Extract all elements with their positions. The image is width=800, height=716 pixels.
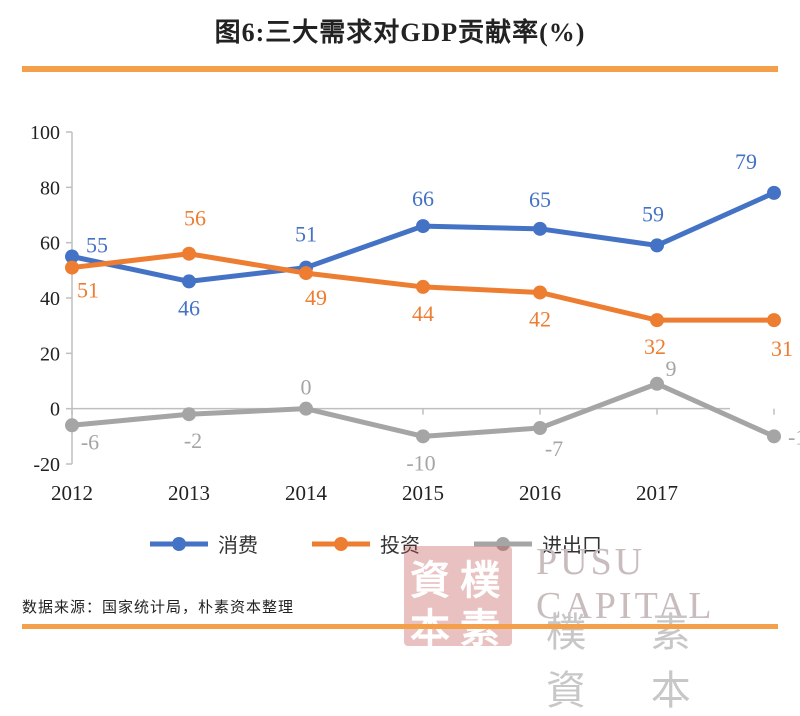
legend-dot (334, 536, 348, 551)
data-label-netexport: -10 (788, 424, 800, 449)
data-source-note: 数据来源：国家统计局，朴素资本整理 (22, 598, 295, 616)
data-label-netexport: -7 (545, 436, 563, 461)
y-tick-label: -20 (33, 454, 60, 476)
chart-series (65, 185, 781, 444)
data-label-consumption: 55 (86, 233, 108, 258)
data-label-investment: 44 (412, 301, 434, 326)
x-tick-label: 2015 (402, 481, 444, 505)
watermark-chinese: 樸 素 資 本 (546, 610, 717, 714)
legend-marker-investment (312, 536, 370, 551)
data-point-consumption (767, 185, 781, 200)
seal-char-2: 樸 (460, 557, 500, 604)
legend-dot (172, 536, 186, 551)
data-point-investment (65, 260, 79, 275)
data-point-netexport (650, 376, 664, 391)
seal-rect (404, 546, 512, 646)
data-label-investment: 56 (184, 206, 206, 231)
seal-char-1: 資 (410, 557, 450, 604)
data-label-netexport: -10 (406, 450, 435, 475)
chart-legend: 消费 投资 进出口 (150, 529, 642, 558)
data-point-netexport (416, 429, 430, 444)
data-point-investment (299, 266, 313, 281)
x-tick-label: 2016 (519, 481, 561, 505)
y-tick-label: 20 (40, 343, 60, 365)
data-label-investment: 51 (77, 278, 99, 303)
data-label-netexport: -6 (81, 429, 99, 454)
data-label-consumption: 51 (295, 222, 317, 247)
data-label-netexport: -2 (184, 428, 202, 453)
y-tick-label: 40 (40, 288, 60, 310)
data-point-netexport (299, 401, 313, 416)
watermark-seal-logo: 資 樸 本 素 (404, 546, 512, 652)
data-point-consumption (182, 274, 196, 289)
data-point-consumption (650, 238, 664, 253)
x-tick-label: 2014 (285, 481, 328, 505)
data-label-netexport: 9 (666, 356, 677, 381)
data-label-consumption: 79 (735, 149, 757, 174)
legend-dot (496, 536, 510, 551)
legend-label-investment: 投资 (380, 533, 420, 557)
data-point-investment (182, 246, 196, 261)
y-tick-label: 60 (40, 233, 60, 255)
data-label-investment: 32 (644, 334, 666, 359)
legend-marker-consumption (150, 536, 208, 551)
top-accent-bar (22, 66, 778, 72)
data-point-netexport (533, 421, 547, 436)
legend-item-consumption: 消费 (150, 529, 258, 558)
data-point-netexport (65, 418, 79, 433)
legend-label-netexport: 进出口 (542, 533, 602, 557)
data-label-consumption: 59 (642, 201, 664, 226)
x-tick-label: 2017 (636, 481, 678, 505)
legend-marker-netexport (474, 536, 532, 551)
data-label-investment: 42 (529, 306, 551, 331)
data-point-consumption (416, 219, 430, 234)
data-label-consumption: 66 (412, 186, 434, 211)
data-point-netexport (182, 407, 196, 422)
data-point-investment (533, 285, 547, 300)
legend-item-investment: 投资 (312, 529, 420, 558)
legend-item-netexport: 进出口 (474, 529, 602, 558)
data-label-consumption: 46 (178, 295, 200, 320)
data-point-investment (416, 279, 430, 294)
y-tick-label: 0 (50, 399, 60, 421)
data-point-consumption (533, 221, 547, 236)
legend-label-consumption: 消费 (218, 533, 258, 557)
data-label-consumption: 65 (529, 187, 551, 212)
data-label-investment: 31 (771, 336, 793, 361)
chart-data-labels: 55 46 51 66 65 59 79 51 56 49 44 42 32 31 -6 -2 0 -10 -7 9 -… (77, 149, 800, 475)
data-point-consumption (65, 249, 79, 264)
data-point-netexport (767, 429, 781, 444)
x-tick-label: 2012 (51, 481, 93, 505)
data-point-investment (650, 313, 664, 328)
data-label-investment: 49 (305, 285, 327, 310)
x-tick-label: 2013 (168, 481, 210, 505)
watermark-english: PUSU CAPITAL (536, 541, 715, 627)
chart-title: 图6:三大需求对GDP贡献率(%) (214, 18, 586, 47)
seal-background (404, 546, 512, 646)
data-label-netexport: 0 (301, 375, 312, 400)
bottom-accent-bar (22, 624, 778, 629)
y-tick-label: 100 (30, 122, 60, 144)
y-tick-label: 80 (40, 177, 60, 199)
data-point-investment (767, 313, 781, 328)
